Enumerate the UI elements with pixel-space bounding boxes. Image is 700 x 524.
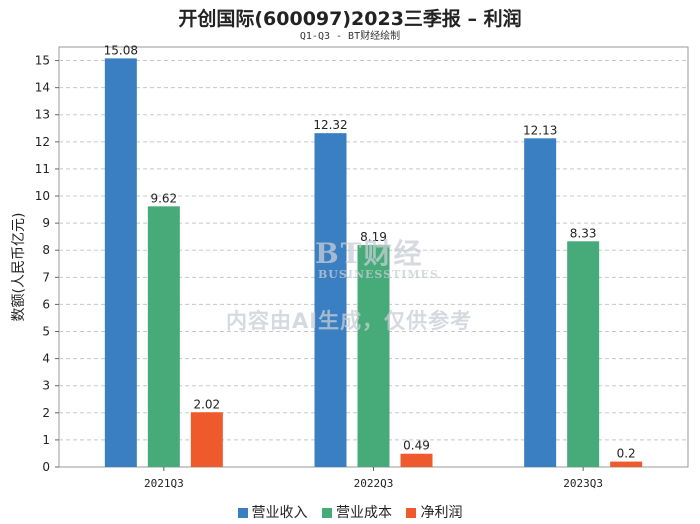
- y-tick-label: 12: [35, 135, 50, 149]
- y-tick-label: 5: [42, 325, 50, 339]
- data-label: 12.13: [523, 123, 557, 137]
- y-tick-label: 11: [35, 162, 50, 176]
- watermark-brand-sub: BUSINESSTIMES: [318, 268, 439, 281]
- data-label: 15.08: [104, 43, 138, 57]
- data-label: 2.02: [193, 397, 220, 411]
- y-tick-label: 6: [42, 297, 50, 311]
- bar: [524, 138, 557, 467]
- bar: [567, 241, 600, 467]
- data-label: 8.19: [360, 230, 387, 244]
- y-tick-label: 8: [42, 243, 50, 257]
- bar: [610, 461, 643, 467]
- legend-label-net-profit: 净利润: [420, 505, 463, 521]
- data-label: 8.33: [570, 226, 597, 240]
- legend-item-revenue: 营业收入: [237, 502, 308, 522]
- legend: 营业收入 营业成本 净利润: [0, 502, 700, 522]
- legend-swatch-cost: [322, 508, 332, 518]
- data-label: 0.2: [617, 447, 636, 461]
- bar-chart: 01234567891011121314152021Q315.089.622.0…: [35, 43, 689, 490]
- watermark-notice: 内容由AI生成，仅供参考: [226, 309, 473, 333]
- legend-label-cost: 营业成本: [336, 505, 392, 521]
- y-tick-label: 15: [35, 54, 50, 68]
- legend-item-net-profit: 净利润: [406, 502, 462, 522]
- legend-swatch-revenue: [237, 508, 248, 518]
- bar: [147, 206, 180, 467]
- y-tick-label: 1: [42, 433, 50, 447]
- data-label: 12.32: [313, 118, 347, 132]
- watermark-brand: BT财经: [315, 237, 424, 270]
- x-tick-label: 2022Q3: [354, 477, 394, 490]
- bar: [314, 133, 347, 468]
- y-tick-label: 2: [42, 406, 50, 420]
- y-tick-label: 7: [42, 270, 50, 284]
- data-label: 0.49: [403, 439, 430, 453]
- y-tick-label: 13: [35, 108, 50, 122]
- x-tick-label: 2021Q3: [144, 477, 184, 490]
- y-tick-label: 4: [42, 352, 50, 366]
- chart-title: 开创国际(600097)2023三季报 – 利润: [178, 8, 522, 30]
- bar: [104, 58, 137, 467]
- chart-subtitle: Q1-Q3 - BT财经绘制: [299, 31, 401, 42]
- bar: [400, 453, 433, 467]
- legend-label-revenue: 营业收入: [251, 505, 308, 521]
- data-label: 9.62: [150, 191, 177, 205]
- y-tick-label: 10: [35, 189, 50, 203]
- bar: [357, 245, 390, 467]
- legend-item-cost: 营业成本: [322, 502, 392, 522]
- y-tick-label: 9: [42, 216, 50, 230]
- y-tick-label: 14: [35, 81, 50, 95]
- legend-swatch-net-profit: [406, 508, 417, 518]
- y-tick-label: 3: [42, 379, 50, 393]
- bar: [190, 412, 223, 467]
- x-tick-label: 2023Q3: [563, 477, 603, 490]
- y-tick-label: 0: [42, 460, 50, 474]
